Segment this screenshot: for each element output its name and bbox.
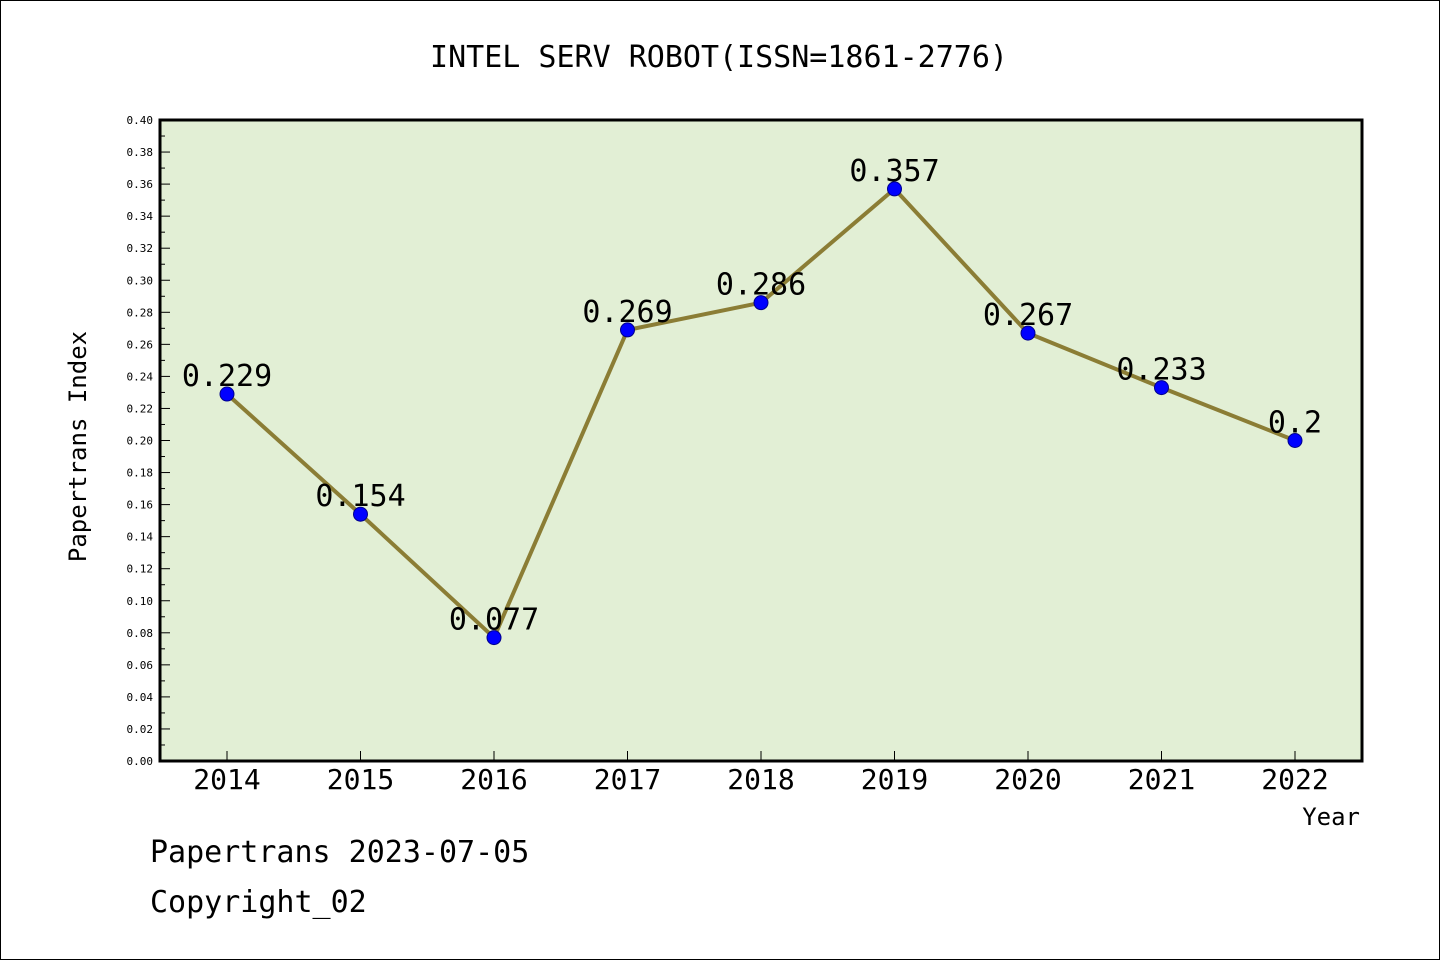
x-tick-label: 2018 [727,763,794,796]
y-tick-label: 0.30 [127,274,154,287]
y-tick-label: 0.36 [127,178,154,191]
x-tick-label: 2017 [594,763,661,796]
y-tick-label: 0.38 [127,146,154,159]
y-axis-label: Papertrans Index [64,331,92,562]
y-tick-label: 0.02 [127,723,154,736]
data-point [753,295,769,311]
data-point [1154,380,1169,396]
y-tick-label: 0.04 [127,691,154,704]
data-point [620,322,635,338]
data-label: 0.286 [716,268,806,303]
y-axis-ticks: 0.00 0.02 0.04 0.06 0.08 0.10 0.12 0.14 0.16 0.18… [127,114,170,768]
x-tick-label: 2022 [1261,763,1328,796]
x-axis-ticks: 2014 2015 2016 2017 2018 2019 2020 2021 2022 [193,751,1329,796]
x-tick-label: 2015 [327,763,394,796]
y-tick-label: 0.16 [127,499,154,512]
data-label: 0.077 [449,603,539,638]
y-tick-label: 0.32 [127,242,154,255]
y-tick-label: 0.12 [127,563,154,576]
footer-copyright: Copyright_02 [150,885,367,920]
data-point [486,630,502,646]
x-tick-label: 2016 [460,763,527,796]
data-label: 0.154 [315,479,405,514]
y-tick-label: 0.10 [127,595,154,608]
x-tick-label: 2014 [193,763,260,796]
data-label: 0.233 [1116,353,1206,388]
y-tick-label: 0.26 [127,338,154,351]
y-tick-label: 0.06 [127,659,154,672]
data-label: 0.2 [1268,406,1322,441]
y-tick-label: 0.20 [127,435,154,448]
data-label: 0.267 [983,298,1073,333]
data-point [1020,325,1036,341]
data-point [219,386,235,402]
y-tick-label: 0.18 [127,467,154,480]
data-labels: 0.229 0.154 0.077 0.269 0.286 0.357 0.267 0.233… [182,154,1322,638]
data-points [219,181,1303,646]
x-axis-label: Year [1302,803,1360,831]
y-tick-label: 0.08 [127,627,154,640]
data-point [1287,433,1303,448]
x-tick-label: 2021 [1128,763,1195,796]
data-label: 0.357 [849,154,939,189]
data-label: 0.229 [182,359,272,394]
footer-date: Papertrans 2023-07-05 [150,835,530,870]
y-tick-label: 0.40 [127,114,154,127]
data-point [887,181,902,197]
y-tick-label: 0.14 [127,531,154,544]
chart-title: INTEL SERV ROBOT(ISSN=1861-2776) [430,40,1008,75]
data-point [353,506,368,522]
y-tick-label: 0.28 [127,306,154,319]
y-tick-label: 0.00 [127,755,154,768]
plot-area [158,118,1364,763]
y-tick-label: 0.34 [127,210,154,223]
data-label: 0.269 [582,295,672,330]
x-tick-label: 2019 [861,763,928,796]
y-tick-label: 0.22 [127,402,154,415]
y-tick-label: 0.24 [127,370,154,383]
x-tick-label: 2020 [994,763,1061,796]
